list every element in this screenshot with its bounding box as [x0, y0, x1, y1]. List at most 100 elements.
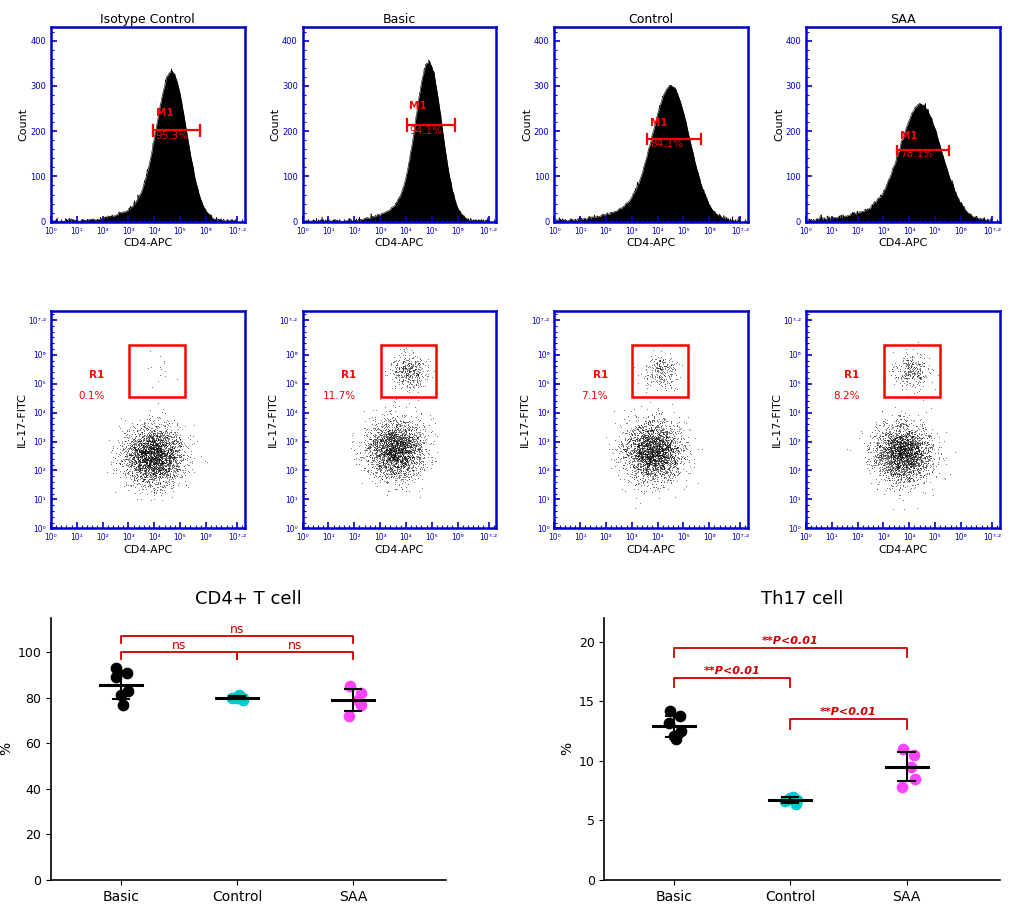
Point — [913, 458, 929, 473]
Point — [393, 454, 410, 469]
Point — [376, 427, 392, 442]
Point — [414, 444, 430, 458]
Point — [900, 436, 916, 451]
Point — [878, 442, 895, 456]
Point — [631, 443, 647, 457]
Point — [619, 446, 635, 461]
Point — [898, 463, 914, 478]
Point — [642, 450, 658, 464]
Point — [135, 466, 151, 481]
Point — [666, 426, 683, 441]
Point — [157, 454, 173, 468]
Point — [899, 452, 915, 466]
Point — [138, 436, 154, 451]
Point — [625, 452, 641, 466]
Point — [652, 433, 668, 447]
Point — [396, 430, 413, 444]
Point — [914, 421, 930, 435]
Point — [136, 446, 152, 461]
Point — [387, 418, 404, 433]
Point — [907, 444, 923, 458]
Point — [896, 444, 912, 458]
Point — [405, 468, 421, 483]
Point — [897, 442, 913, 456]
Point — [143, 443, 159, 457]
Point — [653, 365, 669, 379]
Point — [654, 433, 671, 447]
Point — [142, 460, 158, 474]
Point — [120, 458, 137, 473]
Point — [399, 446, 416, 461]
Point — [642, 449, 658, 463]
Point — [394, 355, 411, 369]
Point — [140, 428, 156, 443]
Point — [404, 436, 420, 451]
Point — [646, 462, 662, 476]
Point — [895, 427, 911, 442]
Point — [393, 451, 410, 465]
Point — [388, 455, 405, 470]
Point — [163, 442, 179, 456]
Point — [168, 449, 184, 463]
Point — [376, 423, 392, 437]
Point — [385, 366, 401, 380]
Point — [150, 447, 166, 462]
Point — [388, 459, 405, 473]
Point — [155, 437, 171, 452]
Point — [154, 425, 170, 440]
Point — [386, 378, 403, 393]
Point — [879, 448, 896, 463]
Point — [666, 459, 683, 473]
Point — [655, 413, 672, 427]
Point — [921, 458, 937, 473]
Point — [400, 425, 417, 440]
Point — [649, 446, 665, 461]
Point — [393, 427, 410, 442]
Point — [660, 439, 677, 454]
Point — [127, 461, 144, 475]
Point — [384, 461, 400, 475]
Point — [643, 449, 659, 463]
Point — [640, 367, 656, 382]
Point — [370, 448, 386, 463]
Point — [661, 436, 678, 451]
Point — [126, 458, 143, 473]
Point — [903, 446, 919, 461]
Point — [152, 453, 168, 467]
Point — [400, 364, 417, 378]
Point — [151, 443, 167, 457]
Point — [397, 366, 414, 380]
Point — [369, 440, 385, 454]
Point — [374, 458, 390, 473]
Point — [380, 418, 396, 433]
Point — [392, 442, 409, 456]
Point — [143, 424, 159, 438]
Point — [138, 439, 154, 454]
Point — [383, 434, 399, 448]
Point — [127, 436, 144, 451]
Point — [178, 447, 195, 462]
Point — [369, 450, 385, 464]
Point — [164, 443, 180, 457]
Point — [395, 361, 412, 375]
Point — [155, 480, 171, 494]
Point — [398, 379, 415, 394]
Point — [142, 435, 158, 450]
Point — [649, 365, 665, 379]
Point — [919, 443, 935, 457]
Point — [396, 437, 413, 452]
Point — [644, 462, 660, 476]
Point — [142, 437, 158, 452]
Point — [903, 447, 919, 462]
Point — [156, 442, 172, 456]
Point — [669, 444, 686, 458]
Point — [895, 351, 911, 366]
Point — [629, 452, 645, 466]
Point — [414, 462, 430, 476]
Point — [406, 450, 422, 464]
Point — [143, 438, 159, 453]
Point — [898, 346, 914, 361]
Point — [638, 450, 654, 464]
Point — [642, 435, 658, 450]
Point — [647, 448, 663, 463]
